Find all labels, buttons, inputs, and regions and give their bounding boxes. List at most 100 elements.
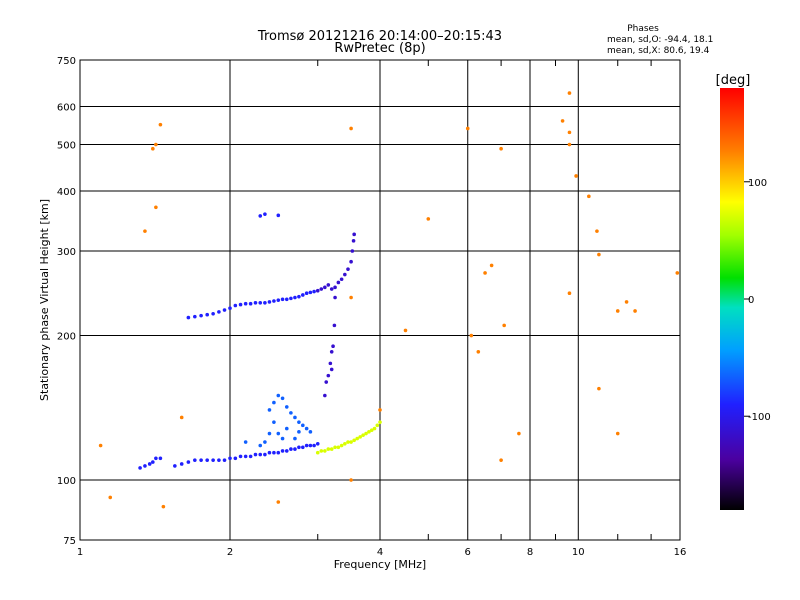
data-points: [98, 91, 680, 509]
data-point: [272, 299, 276, 303]
data-point: [346, 440, 350, 444]
data-point: [369, 428, 374, 433]
data-point: [280, 436, 285, 441]
data-point: [333, 285, 337, 290]
colorbar-label: [deg]: [716, 73, 751, 88]
data-point: [502, 323, 506, 328]
data-point: [597, 386, 601, 391]
data-point: [243, 440, 248, 444]
data-point: [253, 301, 258, 305]
data-point: [336, 280, 341, 285]
data-point: [403, 328, 408, 333]
data-point: [304, 426, 309, 431]
y-tick-label: 200: [57, 332, 76, 343]
data-point: [351, 239, 356, 243]
data-point: [161, 504, 166, 509]
data-point: [297, 294, 301, 299]
y-tick-label: 500: [57, 141, 76, 152]
data-point: [499, 458, 503, 462]
data-point: [304, 291, 309, 296]
axis-ticks: 1 2 4 6 8 10 16 75 100 200 300 400 500 600 750: [57, 56, 686, 558]
data-point: [263, 452, 267, 457]
series: [186, 212, 316, 320]
data-point: [355, 436, 359, 441]
data-point: [143, 229, 147, 233]
y-tick-label: 600: [57, 103, 76, 114]
data-point: [151, 146, 155, 151]
data-point: [211, 311, 215, 316]
data-point: [243, 454, 248, 459]
data-point: [98, 443, 103, 448]
data-point: [297, 445, 301, 450]
data-point: [297, 430, 301, 434]
data-point: [595, 229, 599, 233]
data-point: [328, 361, 333, 366]
y-tick-label: 100: [57, 476, 76, 487]
x-axis-label: Frequency [MHz]: [334, 558, 426, 571]
data-point: [574, 174, 578, 178]
data-point: [158, 122, 163, 127]
data-point: [276, 213, 281, 218]
data-point: [143, 464, 147, 468]
data-point: [280, 396, 285, 401]
data-point: [476, 349, 481, 354]
data-point: [489, 263, 494, 268]
data-point: [217, 310, 221, 314]
data-point: [333, 295, 337, 300]
data-point: [263, 212, 267, 216]
data-point: [319, 449, 324, 453]
data-point: [293, 436, 297, 441]
data-point: [517, 431, 521, 436]
x-tick-label: 1: [77, 547, 83, 558]
data-point: [267, 450, 272, 455]
data-point: [378, 420, 382, 424]
data-point: [238, 302, 243, 307]
data-point: [567, 91, 572, 95]
phase-header-line-o: mean, sd,O: -94.4, 18.1: [607, 35, 713, 45]
data-point: [199, 458, 203, 462]
data-point: [179, 462, 184, 466]
data-point: [258, 214, 263, 218]
phase-header-line-x: mean, sd,X: 80.6, 19.4: [607, 46, 710, 56]
phase-header-title: Phases: [627, 24, 659, 34]
grid: [80, 60, 680, 540]
data-point: [179, 415, 184, 420]
data-point: [343, 272, 347, 277]
data-point: [426, 217, 431, 221]
data-point: [263, 301, 267, 305]
data-point: [587, 194, 591, 199]
data-point: [567, 142, 572, 147]
chart-title: Tromsø 20121216 20:14:00–20:15:43: [257, 29, 502, 44]
data-point: [138, 466, 142, 470]
data-point: [293, 415, 297, 420]
data-point: [173, 464, 177, 468]
data-point: [233, 303, 238, 308]
data-point: [633, 309, 637, 313]
chart-subtitle: RwPretec (8p): [334, 41, 425, 56]
data-point: [267, 300, 272, 304]
data-point: [243, 301, 248, 306]
data-point: [284, 449, 289, 453]
data-point: [217, 458, 221, 462]
data-point: [238, 454, 243, 459]
y-tick-label: 75: [63, 536, 76, 547]
data-point: [333, 445, 337, 450]
data-point: [319, 287, 324, 291]
data-point: [276, 500, 281, 504]
data-point: [615, 309, 620, 313]
data-point: [272, 450, 276, 455]
data-point: [323, 449, 327, 453]
data-point: [349, 295, 353, 300]
data-point: [375, 423, 380, 428]
data-point: [615, 431, 620, 436]
data-point: [597, 252, 601, 257]
data-point: [211, 458, 215, 462]
data-point: [326, 283, 331, 287]
data-point: [343, 441, 347, 446]
data-point: [205, 458, 209, 462]
series: [315, 420, 382, 455]
data-point: [253, 452, 258, 457]
data-point: [315, 288, 320, 293]
data-point: [346, 267, 350, 271]
data-point: [199, 313, 203, 318]
